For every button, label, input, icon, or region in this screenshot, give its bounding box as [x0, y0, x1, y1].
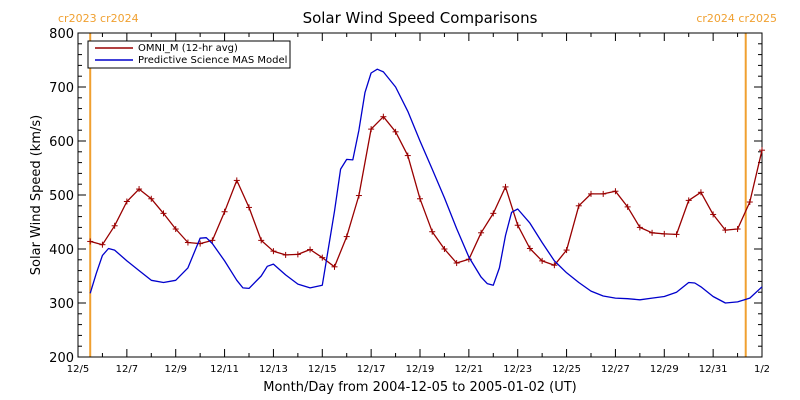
rotation-marker-label: cr2023 cr2024: [58, 12, 139, 25]
y-tick-label: 300: [49, 297, 74, 312]
data-point-omni: [575, 202, 582, 209]
data-point-omni: [429, 228, 436, 235]
legend-box: [87, 40, 291, 69]
data-point-omni: [136, 186, 143, 193]
data-point-omni: [563, 247, 570, 254]
legend-label-omni: OMNI_M (12-hr avg): [138, 43, 238, 54]
x-tick-label: 12/15: [308, 364, 337, 375]
x-tick-label: 12/13: [259, 364, 288, 375]
data-point-omni: [759, 147, 765, 154]
x-tick-label: 12/9: [164, 364, 186, 375]
y-tick-label: 800: [49, 27, 74, 42]
data-point-omni: [649, 229, 656, 236]
data-point-omni: [551, 262, 558, 269]
data-point-omni: [539, 257, 546, 264]
x-tick-label: 12/21: [454, 364, 483, 375]
x-tick-label: 12/11: [210, 364, 239, 375]
series-line-model: [89, 68, 763, 304]
data-point-omni: [221, 208, 228, 215]
data-point-omni: [270, 248, 277, 255]
data-point-omni: [343, 233, 350, 240]
x-tick-label: 1/2: [754, 364, 770, 375]
x-tick-label: 12/5: [67, 364, 89, 375]
data-point-omni: [294, 251, 301, 258]
data-point-omni: [148, 195, 155, 202]
data-point-omni: [331, 263, 338, 270]
axes: 200 300 400 500 600 700 800 12/5 12/7 12/9 12/11 12…: [49, 27, 770, 375]
data-point-omni: [478, 229, 485, 236]
data-point-omni: [490, 210, 497, 217]
data-point-omni: [355, 192, 362, 199]
data-point-omni: [87, 238, 94, 245]
data-point-omni: [392, 128, 399, 135]
data-point-omni: [184, 239, 191, 246]
data-point-omni: [453, 260, 460, 267]
data-series: [87, 68, 765, 304]
data-point-omni: [368, 126, 375, 133]
data-point-omni: [246, 204, 252, 211]
data-point-omni: [624, 203, 631, 210]
x-tick-label: 12/27: [601, 364, 630, 375]
x-tick-label: 12/19: [406, 364, 435, 375]
x-tick-label: 12/7: [116, 364, 138, 375]
data-point-omni: [673, 231, 680, 238]
data-point-omni: [636, 224, 643, 231]
x-axis-label: Month/Day from 2004-12-05 to 2005-01-02 …: [263, 380, 576, 395]
x-tick-label: 12/29: [650, 364, 679, 375]
x-tick-label: 12/31: [699, 364, 728, 375]
y-tick-label: 700: [49, 81, 74, 96]
data-point-omni: [111, 222, 118, 229]
data-point-omni: [526, 245, 533, 252]
chart-title: Solar Wind Speed Comparisons: [303, 9, 538, 27]
data-point-omni: [685, 197, 692, 204]
data-point-omni: [710, 211, 717, 218]
data-point-omni: [722, 227, 729, 234]
data-point-omni: [441, 246, 448, 252]
y-tick-label: 500: [49, 189, 74, 204]
data-point-omni: [746, 199, 753, 206]
series-line-omni: [90, 116, 763, 268]
data-point-omni: [99, 241, 106, 248]
data-point-omni: [502, 183, 509, 190]
data-point-omni: [661, 230, 668, 237]
data-point-omni: [612, 188, 619, 195]
x-tick-label: 12/23: [503, 364, 532, 375]
x-tick-label: 12/25: [552, 364, 581, 375]
y-tick-label: 200: [49, 351, 74, 366]
legend-label-model: Predictive Science MAS Model: [138, 55, 287, 66]
data-point-omni: [380, 113, 387, 120]
data-point-omni: [417, 195, 423, 202]
legend: OMNI_M (12-hr avg) Predictive Science MA…: [87, 40, 291, 69]
data-point-omni: [734, 226, 741, 233]
data-point-omni: [209, 237, 216, 244]
data-point-omni: [600, 190, 607, 197]
data-point-omni: [160, 210, 167, 217]
plot-frame: [77, 32, 763, 358]
data-point-omni: [588, 190, 594, 197]
y-axis-label: Solar Wind Speed (km/s): [29, 115, 44, 275]
data-point-omni: [233, 177, 240, 184]
data-point-omni: [172, 226, 179, 233]
rotation-markers: cr2023 cr2024 cr2024 cr2025: [58, 12, 777, 357]
data-point-omni: [258, 237, 265, 244]
data-point-omni: [404, 152, 411, 159]
x-tick-label: 12/17: [357, 364, 386, 375]
data-point-omni: [123, 198, 130, 205]
data-point-omni: [307, 246, 314, 253]
data-point-omni: [282, 251, 289, 258]
data-point-omni: [697, 189, 704, 196]
y-tick-label: 400: [49, 243, 74, 258]
data-point-omni: [319, 254, 326, 261]
rotation-marker-label: cr2024 cr2025: [696, 12, 777, 25]
y-tick-label: 600: [49, 135, 74, 150]
data-point-omni: [514, 222, 521, 229]
